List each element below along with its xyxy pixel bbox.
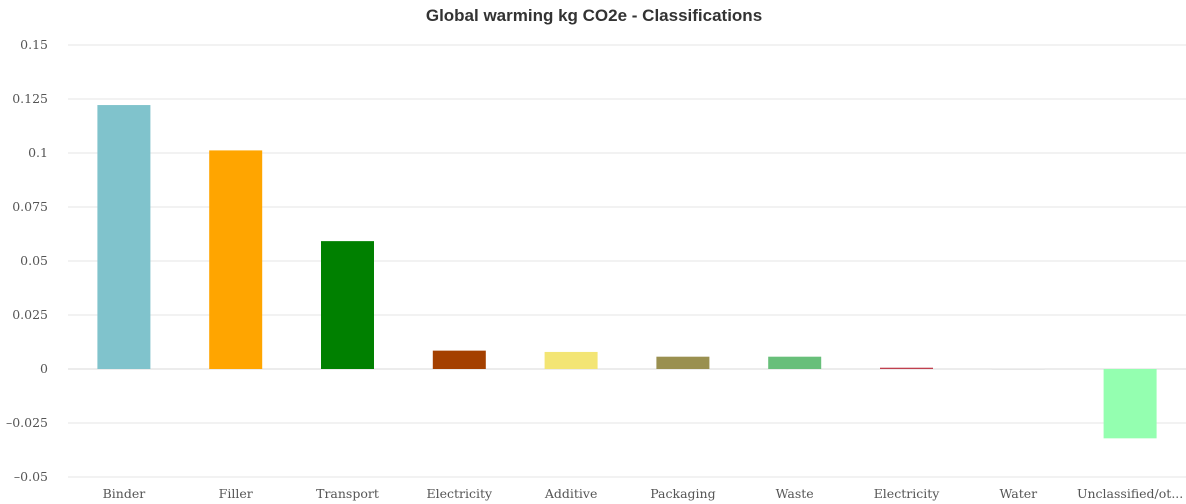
x-axis-ticks: Binder Filler Transport Electricity Additive…: [103, 486, 1184, 501]
x-tick-label: Unclassified/ot...: [1077, 486, 1183, 501]
chart-title: Global warming kg CO2e - Classifications: [426, 6, 762, 25]
y-tick-label: 0: [40, 361, 48, 376]
bar[interactable]: [97, 105, 151, 369]
x-tick-label: Transport: [316, 486, 379, 501]
bar[interactable]: [321, 241, 374, 369]
x-tick-label: Binder: [103, 486, 146, 501]
x-tick-label: Additive: [544, 486, 598, 501]
y-tick-label: 0.125: [12, 91, 48, 106]
x-tick-label: Water: [999, 486, 1037, 501]
bars: [97, 105, 1157, 439]
x-tick-label: Filler: [219, 486, 253, 501]
x-tick-label: Electricity: [426, 486, 493, 501]
y-tick-label: 0.025: [12, 307, 48, 322]
x-tick-label: Packaging: [650, 486, 715, 501]
bar[interactable]: [209, 150, 263, 369]
y-tick-label: 0.075: [12, 199, 48, 214]
bar[interactable]: [880, 367, 933, 369]
bar[interactable]: [432, 350, 486, 369]
x-tick-label: Waste: [776, 486, 814, 501]
y-tick-label: –0.05: [14, 469, 48, 484]
y-tick-label: 0.05: [20, 253, 48, 268]
bar[interactable]: [1103, 369, 1157, 439]
x-tick-label: Electricity: [874, 486, 941, 501]
y-tick-label: 0.1: [28, 145, 48, 160]
bar[interactable]: [544, 351, 598, 369]
bar[interactable]: [656, 356, 710, 369]
bar[interactable]: [768, 356, 822, 369]
bar[interactable]: [991, 368, 1045, 370]
y-tick-label: –0.025: [6, 415, 48, 430]
y-tick-label: 0.15: [20, 37, 48, 52]
y-axis-ticks: –0.05 –0.025 0 0.025 0.05 0.075 0.1 0.125 0.15: [6, 37, 48, 484]
